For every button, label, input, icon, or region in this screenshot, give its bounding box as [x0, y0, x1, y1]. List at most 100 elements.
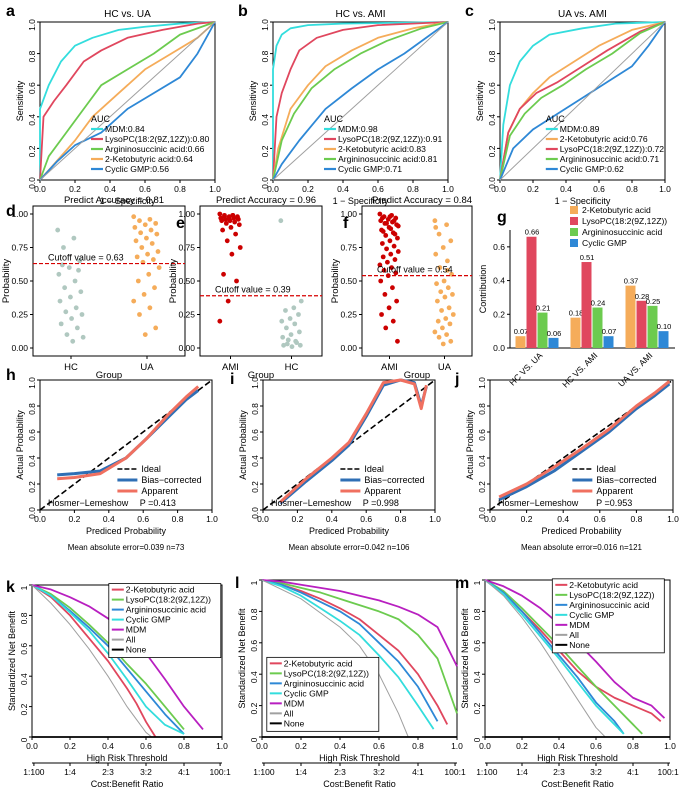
- legend-entry: Argininosuccinic acid: [582, 227, 662, 237]
- y-tick-label: 0.00: [178, 343, 195, 353]
- data-point: [445, 267, 450, 273]
- series-line-2: [279, 378, 428, 504]
- bar: [581, 262, 592, 348]
- y-tick-label: 0.8: [487, 50, 497, 62]
- legend-entry: MDM: [126, 625, 147, 635]
- x-tick-label: 1.0: [667, 514, 679, 524]
- data-point: [278, 218, 284, 224]
- data-point: [141, 292, 147, 297]
- y-tick-label: 0.8: [249, 608, 259, 620]
- data-point: [438, 289, 444, 295]
- panel-label-c: c: [465, 3, 474, 20]
- panel-j: 0.0 0.2 0.4 0.6 0.8 1.0 0.0 0.2 0.4 0.6 0.8 1.0 Pred…: [465, 377, 679, 552]
- y-tick-label: 0.8: [260, 50, 270, 62]
- y-tick-label: 0.0: [27, 177, 37, 189]
- data-point: [154, 231, 160, 237]
- x-tick-label: 0.6: [593, 184, 605, 194]
- accuracy-label: Predict Accuracy = 0.84: [372, 195, 472, 206]
- data-point: [433, 251, 439, 257]
- legend-entry: None: [284, 718, 305, 728]
- plot-frame: [39, 21, 216, 181]
- accuracy-label: Predict Accuracy = 0.96: [216, 195, 316, 206]
- y-axis-label: Sensitivity: [248, 80, 258, 121]
- bar: [515, 336, 526, 348]
- data-point: [394, 298, 400, 304]
- data-point: [435, 318, 441, 324]
- y-tick-label: 0.0: [493, 343, 505, 353]
- data-point: [445, 285, 451, 291]
- data-point: [395, 338, 400, 344]
- x-tick-label: 1.0: [442, 184, 454, 194]
- y-tick-label: 0.75: [340, 243, 357, 253]
- y-tick-label: 0.4: [249, 671, 259, 683]
- legend-entry: 2-Ketobutyric acid:0.83: [338, 144, 426, 154]
- x-tick-label: 0.6: [360, 514, 372, 524]
- chart-title: HC vs. UA: [104, 9, 151, 20]
- legend-entry: Apparent: [596, 486, 633, 496]
- data-point: [279, 318, 285, 324]
- x-tick-label: 1.0: [429, 514, 441, 524]
- x2-tick-label: 100:1: [444, 767, 466, 777]
- data-point: [384, 246, 389, 252]
- legend-entry: MDM: [284, 698, 305, 708]
- panel-e: 0.00 0.25 0.50 0.75 1.00 AMI HC Group Probabilit…: [168, 195, 323, 381]
- data-point: [156, 265, 162, 270]
- data-point: [294, 340, 300, 346]
- plot-frame: [489, 379, 674, 511]
- y-tick-label: 1.00: [178, 209, 195, 219]
- legend-entry: LysoPC(18:2(9Z,12Z)): [284, 668, 369, 678]
- x2-tick-label: 1:4: [295, 767, 307, 777]
- legend-box: [108, 583, 222, 658]
- cutoff-label: Cutoff value = 0.63: [48, 253, 124, 263]
- y-tick-label: 0.00: [340, 343, 357, 353]
- x-tick-label: 0.2: [68, 514, 80, 524]
- data-point: [55, 227, 61, 233]
- series-line-3: [39, 21, 216, 181]
- legend-entry: MDM: [569, 620, 590, 630]
- y-tick-label: 0.8: [27, 403, 37, 415]
- legend-entry: Argininosuccinic acid: [569, 600, 649, 610]
- panel-label-h: h: [6, 367, 16, 384]
- panel-label-d: d: [6, 203, 16, 220]
- data-point: [150, 257, 156, 262]
- cutoff-label: Cutoff value = 0.39: [215, 285, 291, 295]
- legend-entry: Bias−corrected: [364, 475, 424, 485]
- data-point: [74, 325, 80, 331]
- y-tick-label: 0.00: [11, 343, 28, 353]
- data-point: [142, 222, 148, 228]
- y-tick-label: 0.4: [27, 114, 37, 126]
- data-point: [72, 278, 78, 284]
- data-point: [147, 216, 153, 222]
- x-tick-label: 0.6: [590, 741, 602, 751]
- series-line-5: [272, 21, 449, 181]
- legend-entry: All: [284, 708, 294, 718]
- bar-value-label: 0.06: [547, 329, 562, 338]
- data-point: [377, 262, 383, 268]
- x-tick-label: 0.4: [104, 184, 116, 194]
- data-point: [388, 226, 394, 232]
- y-axis-label: Standardized Net Benefit: [7, 610, 17, 711]
- x2-tick-label: 1:100: [23, 767, 45, 777]
- x-tick-label: 0.8: [412, 741, 424, 751]
- data-point: [217, 318, 223, 324]
- data-point: [145, 251, 150, 257]
- legend-entry: LysoPC(18:2(9Z,12Z)): [582, 216, 667, 226]
- bar-value-label: 0.21: [536, 304, 551, 313]
- data-point: [444, 332, 449, 337]
- data-point: [131, 214, 137, 220]
- series-line-2: [272, 21, 449, 181]
- y-tick-label: 0.75: [11, 243, 28, 253]
- legend-entry: Argininosuccinic acid: [284, 678, 364, 688]
- legend-entry: Argininosuccinic acid:0.66: [105, 144, 205, 154]
- legend-entry: Cyclic GMP:0.62: [560, 164, 624, 174]
- data-point: [137, 312, 142, 317]
- x-tick-label: HC VS. AMI: [560, 350, 599, 389]
- data-point: [220, 227, 226, 233]
- series-line-2: [39, 21, 216, 181]
- x2-axis-label: Cost:Benefit Ratio: [541, 779, 614, 789]
- x-tick-label: HC VS. UA: [507, 350, 544, 387]
- x-tick-label: 1.0: [451, 741, 463, 751]
- legend-entry: 2-Ketobutyric acid: [582, 205, 651, 215]
- legend-entry: Argininosuccinic acid: [126, 605, 206, 615]
- data-point: [147, 305, 153, 311]
